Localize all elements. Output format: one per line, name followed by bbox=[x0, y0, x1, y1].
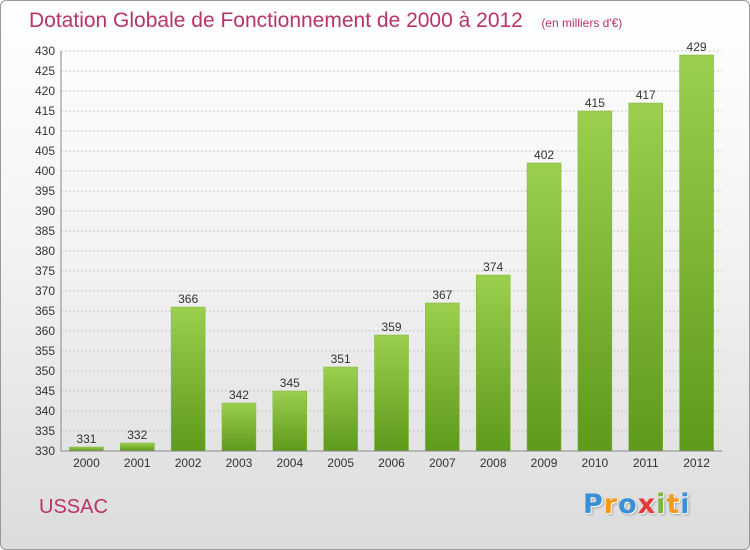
data-label: 359 bbox=[381, 320, 401, 334]
bar bbox=[120, 442, 155, 452]
y-tick-label: 340 bbox=[35, 404, 55, 418]
logo-letter: t bbox=[666, 489, 681, 520]
chart-unit: (en milliers d'€) bbox=[541, 16, 623, 30]
axes bbox=[60, 51, 722, 452]
bar bbox=[221, 402, 257, 452]
x-tick-label: 2003 bbox=[226, 456, 253, 470]
y-tick-label: 390 bbox=[35, 204, 55, 218]
x-tick-label: 2012 bbox=[683, 456, 710, 470]
data-label: 332 bbox=[127, 428, 147, 442]
data-label: 374 bbox=[483, 260, 503, 274]
data-label: 402 bbox=[534, 148, 554, 162]
chart-title: Dotation Globale de Fonctionnement de 20… bbox=[29, 9, 523, 32]
logo-letter: i bbox=[656, 489, 667, 520]
bars bbox=[69, 54, 714, 452]
x-tick-label: 2004 bbox=[276, 456, 303, 470]
commune-name: USSAC bbox=[39, 496, 108, 518]
x-tick-label: 2005 bbox=[327, 456, 354, 470]
data-label: 366 bbox=[178, 292, 198, 306]
y-tick-label: 385 bbox=[35, 224, 55, 238]
y-tick-label: 345 bbox=[35, 384, 55, 398]
y-tick-label: 405 bbox=[35, 144, 55, 158]
logo-letter: P bbox=[583, 489, 604, 520]
x-tick-label: 2007 bbox=[429, 456, 456, 470]
y-tick-label: 365 bbox=[35, 304, 55, 318]
labels: 330 335 340 345 350 355 360 365 370 375 380 385 390 3… bbox=[35, 40, 710, 470]
y-tick-label: 360 bbox=[35, 324, 55, 338]
x-tick-label: 2009 bbox=[531, 456, 558, 470]
y-tick-label: 415 bbox=[35, 104, 55, 118]
y-tick-label: 395 bbox=[35, 184, 55, 198]
data-label: 429 bbox=[687, 40, 707, 54]
bar bbox=[425, 302, 460, 452]
bar bbox=[170, 306, 206, 452]
proxiti-logo: Proxiti bbox=[583, 489, 691, 520]
data-label: 342 bbox=[229, 388, 249, 402]
y-tick-label: 420 bbox=[35, 84, 55, 98]
y-tick-label: 375 bbox=[35, 264, 55, 278]
bar bbox=[526, 162, 562, 452]
data-label: 417 bbox=[636, 88, 656, 102]
y-tick-label: 350 bbox=[35, 364, 55, 378]
y-tick-label: 370 bbox=[35, 284, 55, 298]
bar bbox=[679, 54, 714, 452]
bar bbox=[272, 390, 308, 452]
bar bbox=[628, 102, 663, 452]
x-tick-label: 2006 bbox=[378, 456, 405, 470]
y-tick-label: 330 bbox=[35, 444, 55, 458]
logo-letter: i bbox=[680, 489, 691, 520]
y-tick-label: 430 bbox=[35, 44, 55, 58]
data-label: 345 bbox=[280, 376, 300, 390]
bar bbox=[577, 110, 613, 452]
x-tick-label: 2010 bbox=[582, 456, 609, 470]
bar bbox=[475, 274, 511, 452]
y-tick-label: 380 bbox=[35, 244, 55, 258]
y-tick-label: 335 bbox=[35, 424, 55, 438]
y-tick-label: 425 bbox=[35, 64, 55, 78]
y-tick-label: 410 bbox=[35, 124, 55, 138]
x-tick-label: 2001 bbox=[124, 456, 151, 470]
data-label: 415 bbox=[585, 96, 605, 110]
bar bbox=[69, 446, 104, 452]
data-label: 367 bbox=[432, 288, 452, 302]
title-row: Dotation Globale de Fonctionnement de 20… bbox=[29, 9, 622, 33]
y-tick-label: 400 bbox=[35, 164, 55, 178]
x-tick-label: 2002 bbox=[175, 456, 202, 470]
bar bbox=[374, 334, 409, 452]
x-tick-label: 2008 bbox=[480, 456, 507, 470]
y-tick-label: 355 bbox=[35, 344, 55, 358]
data-label: 351 bbox=[331, 352, 351, 366]
x-tick-label: 2000 bbox=[73, 456, 100, 470]
data-label: 331 bbox=[76, 432, 96, 446]
bar bbox=[323, 366, 358, 452]
logo-letter: r bbox=[603, 489, 619, 520]
logo-letter: o bbox=[618, 489, 638, 520]
logo-letter: x bbox=[637, 489, 657, 520]
x-tick-label: 2011 bbox=[633, 456, 659, 470]
